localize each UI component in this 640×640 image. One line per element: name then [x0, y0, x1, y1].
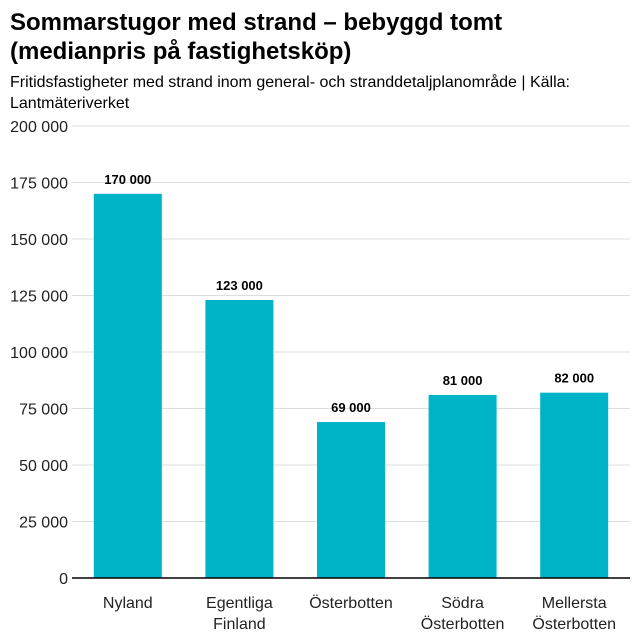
- y-tick-label: 100 000: [10, 345, 68, 362]
- y-axis-ticks: 0 25 000 50 000 75 000 100 000 125 000 150 000…: [10, 119, 68, 588]
- data-label: 123 000: [216, 278, 263, 293]
- data-label: 69 000: [331, 400, 371, 415]
- bar: [428, 394, 497, 578]
- bar: [93, 193, 162, 579]
- y-tick-label: 125 000: [10, 289, 68, 306]
- x-tick-label: Österbotten: [309, 594, 393, 612]
- bars: [93, 193, 609, 579]
- y-tick-label: 25 000: [19, 515, 68, 532]
- y-tick-label: 75 000: [19, 402, 68, 419]
- x-axis-ticks: Nyland Egentliga Finland Österbotten Södra Ös…: [103, 594, 616, 633]
- x-tick-label: Egentliga Finland: [206, 595, 273, 633]
- data-label: 81 000: [443, 373, 483, 388]
- x-tick-label: Mellersta Österbotten: [532, 595, 616, 633]
- x-tick-label: Södra Österbotten: [421, 595, 505, 633]
- bar: [540, 392, 609, 578]
- data-label: 82 000: [554, 371, 594, 386]
- y-tick-label: 0: [59, 571, 68, 588]
- y-tick-label: 150 000: [10, 232, 68, 249]
- chart-subtitle: Fritidsfastigheter med strand inom gener…: [10, 74, 570, 112]
- y-tick-label: 200 000: [10, 119, 68, 136]
- y-tick-label: 175 000: [10, 176, 68, 193]
- bar: [205, 300, 274, 578]
- y-tick-label: 50 000: [19, 458, 68, 475]
- x-tick-label: Nyland: [103, 595, 153, 612]
- chart-title: Sommarstugor med strand – bebyggd tomt (…: [10, 9, 503, 65]
- data-label: 170 000: [104, 172, 151, 187]
- bar: [317, 422, 385, 578]
- data-labels: 170 000 123 000 69 000 81 000 82 000: [104, 172, 594, 415]
